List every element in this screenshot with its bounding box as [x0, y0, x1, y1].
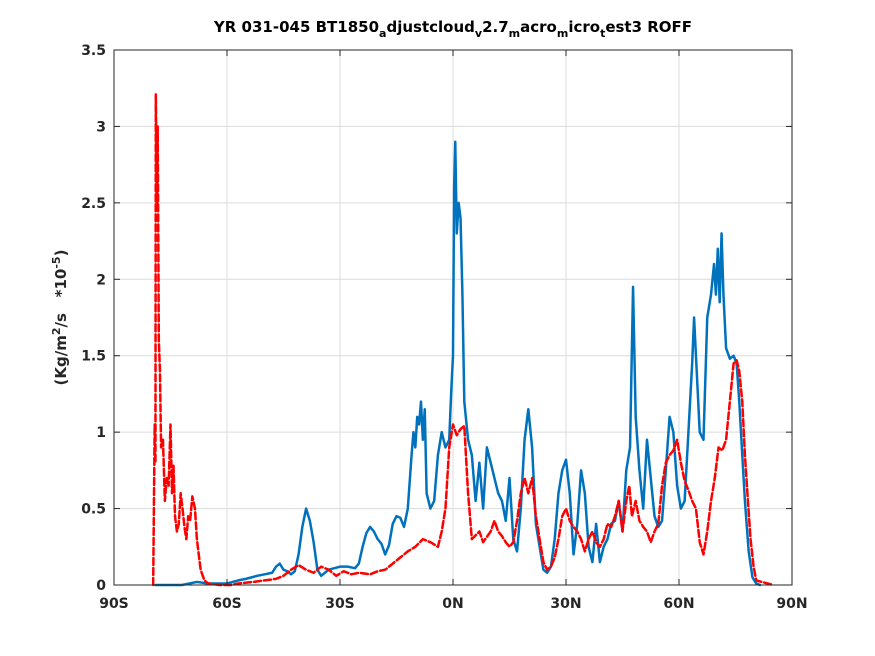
title-subscript: t	[600, 27, 605, 40]
x-tick-label: 0N	[442, 596, 463, 612]
x-tick-label: 30N	[550, 596, 581, 612]
ylabel-segment: (Kg/m	[52, 335, 70, 385]
title-segment: icro	[568, 18, 600, 36]
title-segment: 2.7	[482, 18, 509, 36]
chart-title: YR 031-045 BT1850adjustcloudv2.7macromic…	[213, 18, 692, 40]
ylabel-superscript: 2	[50, 327, 63, 335]
title-segment: YR 031-045 BT1850	[213, 18, 379, 36]
x-tick-label: 30S	[325, 596, 355, 612]
y-tick-label: 2	[96, 272, 106, 288]
title-segment: est3 ROFF	[605, 18, 692, 36]
title-segment: djustcloud	[386, 18, 474, 36]
y-axis-tick-labels: 0 0.5 1 1.5 2 2.5 3 3.5	[81, 43, 106, 594]
tick-marks	[113, 49, 793, 586]
y-tick-label: 2.5	[81, 196, 106, 212]
y-tick-label: 1.5	[81, 349, 106, 365]
title-subscript: v	[475, 27, 483, 40]
x-tick-label: 60S	[212, 596, 242, 612]
ylabel-segment: )	[52, 250, 70, 257]
x-axis-tick-labels: 90S 60S 30S 0N 30N 60N 90N	[99, 596, 807, 612]
y-tick-label: 0.5	[81, 502, 106, 518]
x-tick-label: 60N	[663, 596, 694, 612]
title-segment: acro	[520, 18, 557, 36]
x-tick-label: 90S	[99, 596, 129, 612]
series-line-2	[151, 93, 775, 587]
title-subscript: a	[379, 27, 386, 40]
y-axis-label: (Kg/m2/s *10-5)	[50, 250, 70, 386]
y-tick-label: 1	[96, 425, 106, 441]
title-subscript: m	[557, 27, 568, 40]
ylabel-superscript: -5	[50, 256, 63, 268]
series-group	[151, 93, 775, 587]
y-tick-label: 0	[96, 578, 106, 594]
ylabel-segment: /s *10	[52, 269, 70, 328]
y-tick-label: 3	[96, 119, 106, 135]
title-subscript: m	[509, 27, 520, 40]
y-tick-label: 3.5	[81, 43, 106, 59]
x-tick-label: 90N	[776, 596, 807, 612]
series-line-1	[154, 140, 762, 587]
